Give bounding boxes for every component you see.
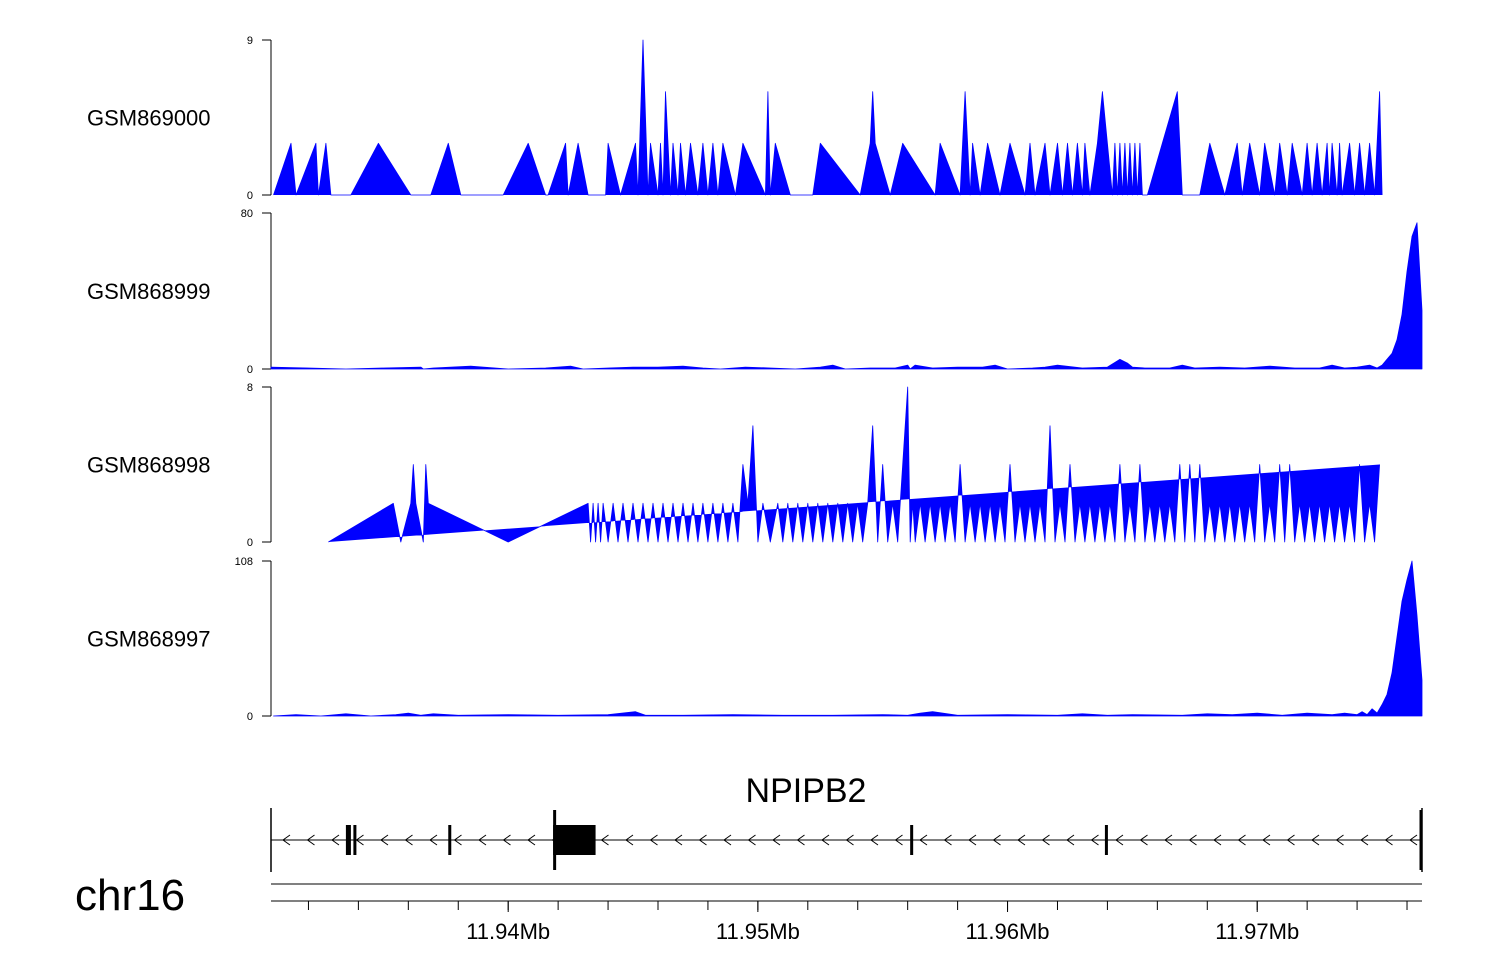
exon — [353, 825, 357, 855]
gene-name-label: NPIPB2 — [746, 772, 867, 810]
strand-chevron — [1188, 834, 1197, 846]
strand-chevron — [1286, 834, 1295, 846]
coverage-area — [328, 386, 1380, 543]
exon — [553, 810, 557, 870]
strand-chevron — [943, 834, 952, 846]
track-label: GSM868999 — [87, 279, 211, 304]
y-tick-label-min: 0 — [247, 190, 253, 202]
coverage-area — [273, 560, 1423, 717]
y-tick-label-min: 0 — [247, 364, 253, 376]
exon — [448, 825, 452, 855]
x-tick-label: 11.96Mb — [966, 919, 1050, 944]
track-GSM868997: 108 0 GSM868997 — [87, 556, 1423, 723]
strand-chevron — [478, 834, 487, 846]
strand-chevron — [306, 834, 315, 846]
strand-chevron — [1213, 834, 1222, 846]
exon — [553, 825, 596, 855]
strand-chevron — [1017, 834, 1026, 846]
exon — [910, 825, 914, 855]
strand-chevron — [502, 834, 511, 846]
strand-chevron — [331, 834, 340, 846]
strand-chevron — [1262, 834, 1271, 846]
strand-chevron — [527, 834, 536, 846]
strand-chevron — [1237, 834, 1246, 846]
strand-chevron — [429, 834, 438, 846]
strand-chevron — [747, 834, 756, 846]
gene-NPIPB2: NPIPB2 — [270, 772, 1423, 872]
coverage-area — [270, 222, 1423, 370]
strand-chevron — [1115, 834, 1124, 846]
strand-chevron — [625, 834, 634, 846]
strand-chevron — [698, 834, 707, 846]
y-tick-label-min: 0 — [247, 711, 253, 723]
track-GSM868998: 8 0 GSM868998 — [87, 382, 1380, 549]
strand-chevron — [1311, 834, 1320, 846]
y-tick-label-max: 8 — [247, 382, 253, 394]
strand-chevron — [992, 834, 1001, 846]
strand-chevron — [1090, 834, 1099, 846]
track-label: GSM868997 — [87, 627, 211, 652]
strand-chevron — [600, 834, 609, 846]
strand-chevron — [796, 834, 805, 846]
coverage-area — [273, 39, 1383, 196]
y-tick-label-min: 0 — [247, 537, 253, 549]
strand-chevron — [649, 834, 658, 846]
y-tick-label-max: 108 — [235, 556, 253, 568]
track-GSM868999: 80 0 GSM868999 — [87, 208, 1423, 376]
chromosome-label: chr16 — [75, 871, 185, 920]
strand-chevron — [404, 834, 413, 846]
strand-chevron — [772, 834, 781, 846]
strand-chevron — [1164, 834, 1173, 846]
strand-chevron — [282, 834, 291, 846]
strand-chevron — [723, 834, 732, 846]
genome-axis: 11.94Mb 11.95Mb 11.96Mb 11.97Mb — [271, 883, 1422, 944]
x-tick-label: 11.94Mb — [466, 919, 550, 944]
strand-chevron — [674, 834, 683, 846]
strand-chevron — [380, 834, 389, 846]
strand-chevron — [1139, 834, 1148, 846]
x-tick-label: 11.97Mb — [1215, 919, 1299, 944]
strand-chevron — [1335, 834, 1344, 846]
strand-chevron — [355, 834, 364, 846]
x-tick-label: 11.95Mb — [716, 919, 800, 944]
strand-chevron — [894, 834, 903, 846]
gene-model-track: NPIPB2 — [270, 772, 1423, 872]
y-tick-label-max: 80 — [241, 208, 253, 220]
strand-chevron — [453, 834, 462, 846]
data-tracks: 90GSM869000800GSM86899980GSM8689981080GS… — [87, 35, 1423, 723]
strand-chevron — [1360, 834, 1369, 846]
strand-chevron — [1409, 834, 1418, 846]
strand-chevron — [1041, 834, 1050, 846]
exon — [1104, 825, 1108, 855]
strand-chevron — [845, 834, 854, 846]
strand-chevron — [821, 834, 830, 846]
exon — [345, 825, 351, 855]
y-tick-label-max: 9 — [247, 35, 253, 47]
exon — [1419, 810, 1423, 870]
strand-chevron — [1384, 834, 1393, 846]
track-label: GSM869000 — [87, 106, 211, 131]
strand-chevron — [870, 834, 879, 846]
strand-chevron — [1066, 834, 1075, 846]
strand-chevron — [968, 834, 977, 846]
track-label: GSM868998 — [87, 453, 211, 478]
track-GSM869000: 9 0 GSM869000 — [87, 35, 1383, 202]
strand-chevron — [919, 834, 928, 846]
